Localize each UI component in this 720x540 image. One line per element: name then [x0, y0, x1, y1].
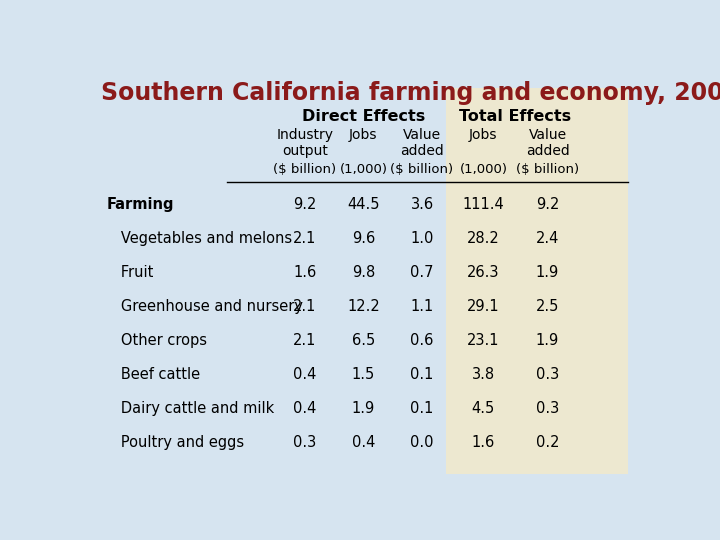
Text: 1.1: 1.1	[410, 299, 433, 314]
Text: 23.1: 23.1	[467, 333, 500, 348]
Text: 0.4: 0.4	[352, 435, 375, 450]
Text: (1,000): (1,000)	[459, 163, 508, 176]
Text: Beef cattle: Beef cattle	[107, 367, 200, 382]
Text: 2.1: 2.1	[293, 299, 317, 314]
Text: 1.9: 1.9	[536, 333, 559, 348]
Text: 0.4: 0.4	[293, 367, 317, 382]
Text: added: added	[526, 144, 570, 158]
Text: 2.4: 2.4	[536, 231, 559, 246]
Text: 0.3: 0.3	[536, 401, 559, 416]
Text: 0.6: 0.6	[410, 333, 433, 348]
Text: 0.3: 0.3	[536, 367, 559, 382]
Text: 2.1: 2.1	[293, 333, 317, 348]
Text: 0.2: 0.2	[536, 435, 559, 450]
Text: 6.5: 6.5	[352, 333, 375, 348]
Text: Value: Value	[528, 129, 567, 143]
Text: 0.0: 0.0	[410, 435, 433, 450]
Text: Jobs: Jobs	[349, 129, 378, 143]
Text: 3.8: 3.8	[472, 367, 495, 382]
Text: Greenhouse and nursery: Greenhouse and nursery	[107, 299, 302, 314]
Text: Vegetables and melons: Vegetables and melons	[107, 231, 292, 246]
Text: 9.6: 9.6	[352, 231, 375, 246]
Text: 0.1: 0.1	[410, 367, 433, 382]
Text: 3.6: 3.6	[410, 197, 433, 212]
Text: 0.4: 0.4	[293, 401, 317, 416]
Text: 1.5: 1.5	[352, 367, 375, 382]
Text: 1.9: 1.9	[536, 265, 559, 280]
Text: Fruit: Fruit	[107, 265, 153, 280]
Text: ($ billion): ($ billion)	[390, 163, 454, 176]
Text: Industry: Industry	[276, 129, 333, 143]
Text: 29.1: 29.1	[467, 299, 500, 314]
Text: 9.8: 9.8	[352, 265, 375, 280]
Text: Poultry and eggs: Poultry and eggs	[107, 435, 244, 450]
Text: 4.5: 4.5	[472, 401, 495, 416]
FancyBboxPatch shape	[446, 87, 629, 474]
Text: 28.2: 28.2	[467, 231, 500, 246]
Text: Farming: Farming	[107, 197, 174, 212]
Text: 1.6: 1.6	[472, 435, 495, 450]
Text: 2.5: 2.5	[536, 299, 559, 314]
Text: 12.2: 12.2	[347, 299, 379, 314]
Text: 0.1: 0.1	[410, 401, 433, 416]
Text: 1.9: 1.9	[352, 401, 375, 416]
Text: Southern California farming and economy, 2009: Southern California farming and economy,…	[101, 82, 720, 105]
Text: 2.1: 2.1	[293, 231, 317, 246]
Text: (1,000): (1,000)	[339, 163, 387, 176]
Text: 0.7: 0.7	[410, 265, 433, 280]
Text: 9.2: 9.2	[536, 197, 559, 212]
Text: 1.0: 1.0	[410, 231, 433, 246]
Text: 0.3: 0.3	[293, 435, 317, 450]
Text: Jobs: Jobs	[469, 129, 498, 143]
Text: 26.3: 26.3	[467, 265, 500, 280]
Text: 111.4: 111.4	[462, 197, 504, 212]
Text: Other crops: Other crops	[107, 333, 207, 348]
Text: Direct Effects: Direct Effects	[302, 109, 425, 124]
Text: 9.2: 9.2	[293, 197, 317, 212]
Text: added: added	[400, 144, 444, 158]
Text: 1.6: 1.6	[293, 265, 317, 280]
Text: Total Effects: Total Effects	[459, 109, 572, 124]
Text: ($ billion): ($ billion)	[516, 163, 579, 176]
Text: output: output	[282, 144, 328, 158]
Text: ($ billion): ($ billion)	[274, 163, 336, 176]
Text: 44.5: 44.5	[347, 197, 379, 212]
Text: Dairy cattle and milk: Dairy cattle and milk	[107, 401, 274, 416]
Text: Value: Value	[403, 129, 441, 143]
